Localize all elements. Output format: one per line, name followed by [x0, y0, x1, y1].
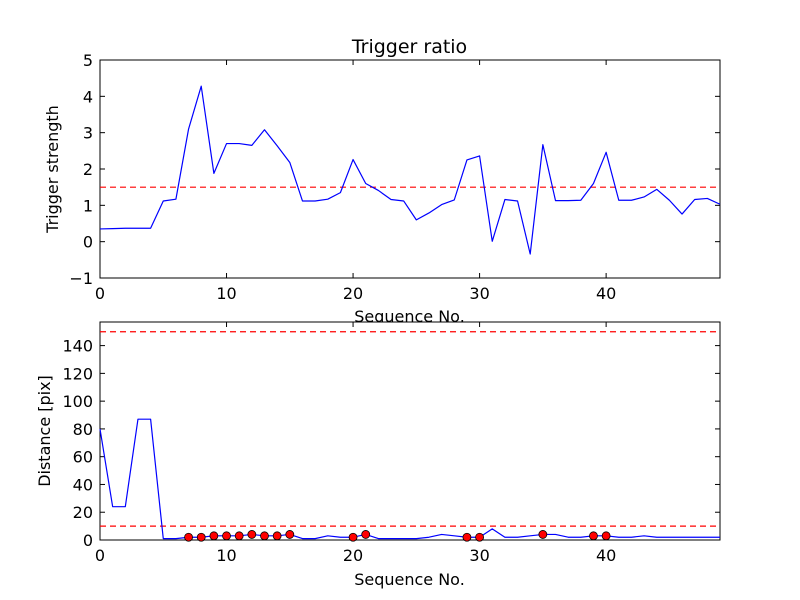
top-x-tick-label: 0	[95, 284, 105, 303]
bottom-y-tick-label: 100	[62, 392, 93, 411]
bottom-x-tick-label: 10	[216, 546, 236, 565]
top-plot-frame	[99, 59, 721, 279]
bottom-highlight-point	[272, 531, 282, 541]
chart-title: Trigger ratio	[351, 36, 467, 58]
top-y-tick-label: 5	[83, 51, 93, 70]
top-x-tick-label: 20	[343, 284, 363, 303]
top-x-axis-label: Sequence No.	[354, 307, 465, 326]
bottom-y-tick-label: 80	[73, 420, 93, 439]
bottom-x-axis-label: Sequence No.	[354, 570, 465, 589]
bottom-highlight-point	[462, 532, 472, 542]
bottom-highlight-point	[475, 532, 484, 542]
bottom-highlight-point	[589, 531, 598, 541]
bottom-highlight-point	[184, 532, 193, 542]
top-y-axis-label: Trigger strength	[43, 105, 62, 234]
top-y-tick-label: −1	[69, 269, 93, 288]
bottom-highlight-point	[538, 530, 548, 539]
bottom-y-tick-label: 20	[73, 503, 93, 522]
bottom-highlight-point	[222, 531, 231, 541]
bottom-highlight-point	[348, 532, 358, 542]
bottom-x-tick-label: 30	[469, 546, 489, 565]
top-x-tick-label: 30	[469, 284, 489, 303]
top-y-tick-label: 1	[83, 196, 93, 215]
top-series-line	[99, 85, 721, 255]
bottom-plot-frame	[99, 321, 721, 541]
bottom-highlight-point	[260, 531, 269, 541]
bottom-highlight-point	[234, 531, 244, 541]
bottom-y-tick-label: 140	[62, 337, 93, 356]
bottom-x-tick-label: 40	[596, 546, 616, 565]
bottom-highlight-point	[285, 530, 295, 539]
top-y-tick-label: 4	[83, 87, 93, 106]
bottom-x-tick-label: 0	[95, 546, 105, 565]
bottom-y-tick-label: 0	[83, 531, 93, 550]
top-y-tick-label: 0	[83, 233, 93, 252]
bottom-highlight-point	[209, 531, 219, 541]
bottom-x-tick-label: 20	[343, 546, 363, 565]
top-x-tick-label: 40	[596, 284, 616, 303]
bottom-highlight-point	[601, 531, 611, 541]
top-y-tick-label: 2	[83, 160, 93, 179]
bottom-y-axis-label: Distance [pix]	[35, 375, 54, 487]
bottom-highlight-point	[361, 530, 371, 539]
top-y-tick-label: 3	[83, 124, 93, 143]
bottom-y-tick-label: 40	[73, 475, 93, 494]
bottom-y-tick-label: 120	[62, 364, 93, 383]
top-x-tick-label: 10	[216, 284, 236, 303]
bottom-highlight-point	[247, 530, 257, 539]
bottom-highlight-point	[196, 532, 206, 542]
bottom-y-tick-label: 60	[73, 448, 93, 467]
